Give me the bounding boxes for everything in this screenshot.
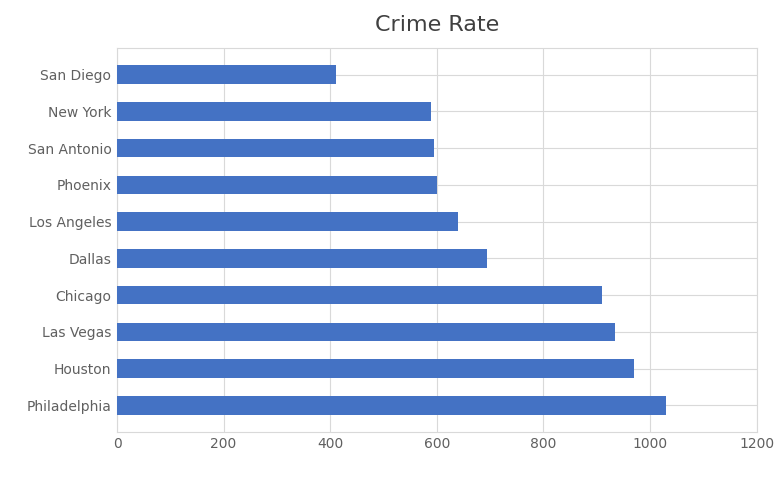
Bar bbox=[117, 213, 458, 231]
Bar bbox=[117, 102, 431, 120]
Title: Crime Rate: Crime Rate bbox=[374, 15, 499, 36]
Bar bbox=[117, 65, 335, 84]
Bar bbox=[117, 176, 437, 194]
Bar bbox=[117, 249, 488, 267]
Bar bbox=[117, 139, 434, 157]
Bar bbox=[117, 360, 634, 378]
Bar bbox=[117, 396, 666, 415]
Bar bbox=[117, 323, 615, 341]
Bar bbox=[117, 286, 602, 304]
